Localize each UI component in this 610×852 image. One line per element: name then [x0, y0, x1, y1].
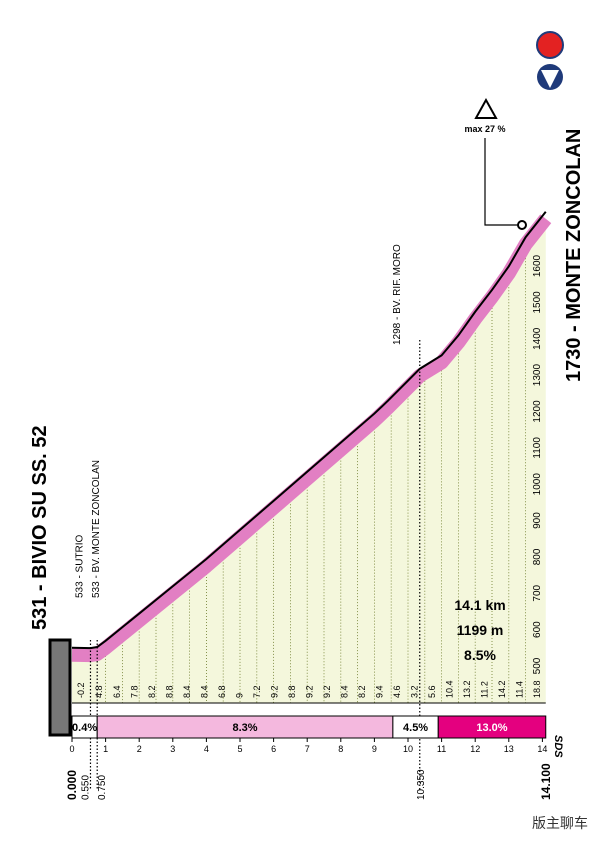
waypoint-label: 533 - BV. MONTE ZONCOLAN	[91, 460, 102, 598]
sector	[437, 715, 547, 739]
profile-edge	[71, 211, 547, 650]
x-tick-label: 5	[237, 744, 242, 754]
y-tick-label: 1400	[532, 327, 543, 350]
gradient-label: 8.2	[147, 685, 157, 698]
gradient-label: 9.2	[270, 685, 280, 698]
gradient-label: 8.8	[165, 685, 175, 698]
waypoint-label: 533 - SUTRIO	[74, 534, 85, 598]
x-tick-label: 1	[103, 744, 108, 754]
gradient-label: 7.2	[252, 685, 262, 698]
start-label: 531 - BIVIO SU SS. 52	[29, 425, 51, 630]
x-tick-label: 13	[504, 744, 514, 754]
gradient-label: 13.2	[462, 680, 472, 698]
gradient-label: 11.4	[515, 681, 525, 698]
gradient-label: 3.2	[410, 685, 420, 698]
finish-label: 1730 - MONTE ZONCOLAN	[563, 129, 585, 382]
x-tick-label: 12	[470, 744, 480, 754]
start-block	[48, 638, 72, 737]
gradient-label: 5.6	[427, 685, 437, 698]
watermark: 版主聊车	[532, 815, 588, 831]
gradient-label: 9	[235, 693, 245, 698]
gradient-label: 8.4	[200, 685, 210, 698]
gradient-label: 8.8	[287, 685, 297, 698]
x-tick-label: 6	[271, 744, 276, 754]
y-tick-label: 1000	[532, 473, 543, 496]
distance-label: 14.100	[539, 763, 553, 800]
gradient-label: 9.4	[375, 685, 385, 698]
gradient-label: 9.2	[322, 685, 332, 698]
gradient-label: 6.4	[112, 685, 122, 698]
gradient-label: 18.8	[532, 680, 542, 698]
x-tick-label: 14	[537, 744, 547, 754]
sector-label: 4.5%	[403, 722, 428, 734]
gradient-label: 8.4	[182, 685, 192, 698]
gradient-label: 9.2	[305, 685, 315, 698]
y-tick-label: 1200	[532, 400, 543, 423]
gradient-label: 11.2	[480, 681, 490, 698]
sector-label: 8.3%	[233, 722, 258, 734]
distance-label: 0.550	[80, 775, 91, 800]
gradient-label: 10.4	[445, 680, 455, 698]
sector-label: 13.0%	[476, 722, 507, 734]
distance-label: 0.000	[65, 770, 79, 800]
icons	[474, 31, 564, 119]
x-tick-label: 11	[437, 744, 446, 754]
summary-text: 8.5%	[464, 647, 496, 663]
gradient-label: 14.2	[497, 680, 507, 698]
y-tick-label: 500	[532, 657, 543, 674]
y-tick-label: 700	[532, 585, 543, 602]
distance-label: 10.350	[416, 769, 427, 800]
y-tick-label: 800	[532, 548, 543, 565]
x-tick-label: 2	[137, 744, 142, 754]
gradient-label: -0.2	[76, 682, 86, 698]
y-tick-label: 1100	[532, 437, 543, 459]
x-tick-label: 4	[204, 744, 209, 754]
gradient-label: 6.8	[217, 685, 227, 698]
profile-band	[71, 214, 552, 663]
y-tick-label: 1600	[532, 254, 543, 277]
gradient-label: 8.2	[357, 685, 367, 698]
max-marker	[517, 220, 527, 230]
x-tick-label: 3	[170, 744, 175, 754]
gradient-label: 4.6	[392, 685, 402, 698]
gradient-label: 8.4	[340, 685, 350, 698]
x-tick-label: 9	[372, 744, 377, 754]
sector-label: 0.4%	[72, 722, 97, 734]
y-tick-label: 1300	[532, 364, 543, 387]
y-tick-label: 900	[532, 512, 543, 529]
max-gradient: max 27 %	[464, 124, 505, 134]
y-tick-label: 600	[532, 621, 543, 638]
gradient-label: 4.8	[94, 685, 104, 698]
waypoint-label: 1298 - BV. RIF. MORO	[392, 244, 403, 345]
summary-text: 14.1 km	[454, 597, 505, 613]
y-tick-label: 1500	[532, 291, 543, 314]
logo: SDS	[552, 735, 564, 758]
x-tick-label: 0	[69, 744, 74, 754]
x-tick-label: 10	[403, 744, 413, 754]
distance-label: 0.750	[97, 775, 108, 800]
x-tick-label: 7	[305, 744, 310, 754]
max-pointer	[484, 138, 522, 226]
gradient-label: 7.8	[130, 685, 140, 698]
summary-text: 1199 m	[457, 622, 504, 638]
x-tick-label: 8	[338, 744, 343, 754]
